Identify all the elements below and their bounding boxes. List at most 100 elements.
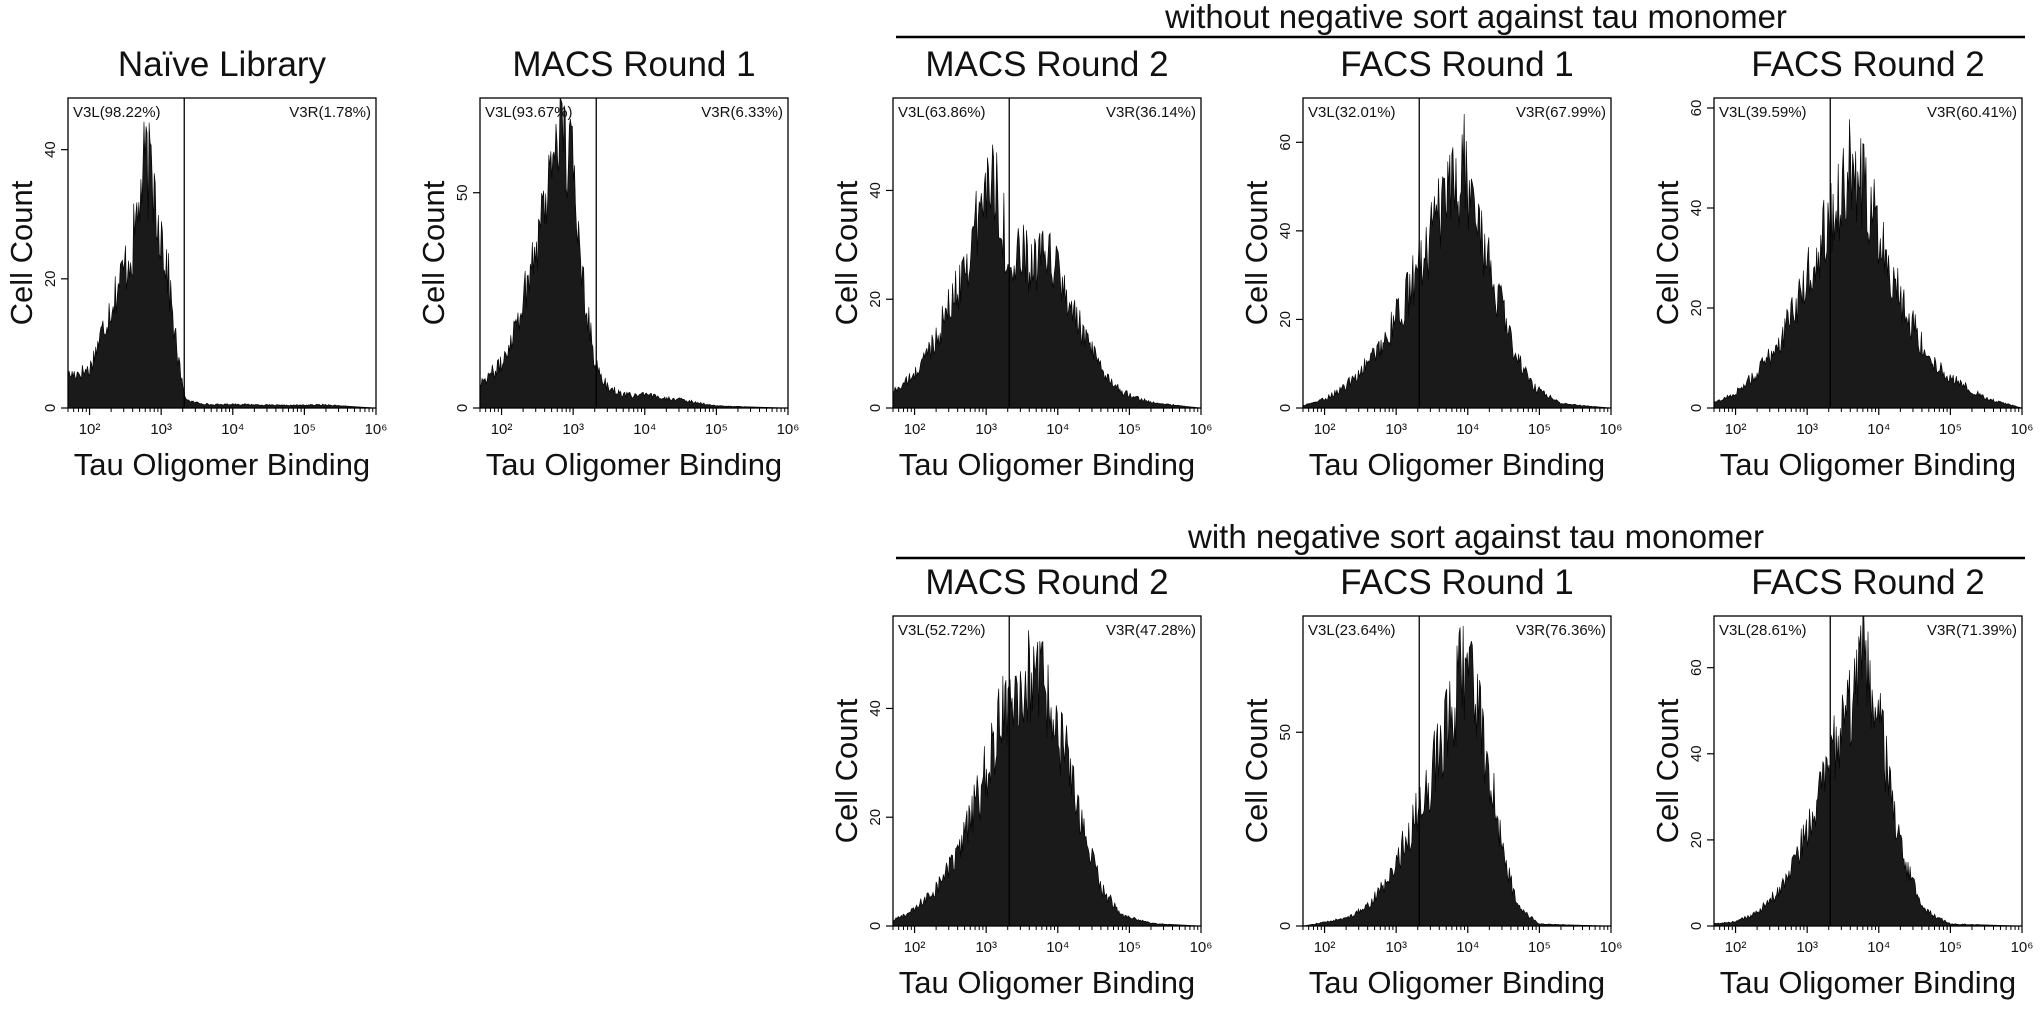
x-tick-label: 10³ (975, 939, 997, 956)
panel-title: Naïve Library (118, 45, 327, 84)
x-tick-label: 10² (1725, 939, 1747, 956)
gate-label-v3l: V3L(98.22%) (73, 104, 161, 121)
histogram-area (892, 630, 1202, 927)
gate-label-v3r: V3R(60.41%) (1927, 104, 2017, 121)
panel-4: FACS Round 1 V3L(32.01%) V3R(67.99%) 0 20 40 6… (1239, 45, 1622, 482)
x-tick-label: 10³ (1385, 939, 1407, 956)
x-tick-label: 10⁵ (1118, 421, 1141, 438)
panel-3: MACS Round 2 V3L(63.86%) V3R(36.14%) 0 20 40 1… (829, 45, 1212, 482)
x-tick-label: 10² (904, 939, 926, 956)
y-tick-label: 60 (1688, 659, 1705, 676)
gate-label-v3l: V3L(93.67%) (485, 104, 573, 121)
x-tick-label: 10⁵ (1118, 939, 1141, 956)
panel-8: FACS Round 2 V3L(28.61%) V3R(71.39%) 0 20 40 6… (1650, 563, 2033, 1000)
x-tick-label: 10⁵ (1939, 939, 1962, 956)
y-axis-label: Cell Count (1650, 180, 1685, 325)
x-tick-label: 10² (1725, 421, 1747, 438)
y-tick-label: 40 (42, 141, 59, 158)
panel-6: MACS Round 2 V3L(52.72%) V3R(47.28%) 0 20 40 1… (829, 563, 1212, 1000)
y-tick-label: 0 (1688, 922, 1705, 930)
x-axis-label: Tau Oligomer Binding (1309, 965, 1605, 1000)
x-tick-label: 10² (904, 421, 926, 438)
gate-label-v3r: V3R(6.33%) (701, 104, 783, 121)
y-tick-label: 0 (867, 922, 884, 930)
x-tick-label: 10⁶ (1600, 939, 1623, 956)
x-tick-label: 10³ (1796, 421, 1818, 438)
y-tick-label: 50 (1277, 724, 1294, 741)
y-axis-label: Cell Count (829, 698, 864, 843)
x-tick-label: 10⁴ (1046, 421, 1069, 438)
panel-1: Naïve Library V3L(98.22%) V3R(1.78%) 0 20 40 1… (4, 45, 387, 482)
x-tick-label: 10⁶ (2011, 421, 2034, 438)
y-tick-label: 20 (1688, 832, 1705, 849)
panel-title: MACS Round 2 (925, 45, 1168, 84)
gate-label-v3r: V3R(76.36%) (1516, 622, 1606, 639)
gate-label-v3l: V3L(63.86%) (898, 104, 986, 121)
panel-2: MACS Round 1 V3L(93.67%) V3R(6.33%) 0 50 10² 1… (416, 45, 799, 482)
gate-label-v3l: V3L(23.64%) (1308, 622, 1396, 639)
x-tick-label: 10³ (1796, 939, 1818, 956)
x-tick-label: 10⁴ (221, 421, 244, 438)
histogram-area (892, 144, 1202, 409)
x-tick-label: 10⁵ (293, 421, 316, 438)
y-axis-label: Cell Count (829, 180, 864, 325)
y-tick-label: 40 (1688, 200, 1705, 217)
panel-title: FACS Round 1 (1340, 45, 1573, 84)
x-tick-label: 10³ (150, 421, 172, 438)
x-tick-label: 10² (491, 421, 513, 438)
histogram-area (1713, 615, 2023, 927)
panel-title: MACS Round 1 (512, 45, 755, 84)
x-tick-label: 10⁵ (705, 421, 728, 438)
gate-label-v3l: V3L(32.01%) (1308, 104, 1396, 121)
gate-label-v3l: V3L(52.72%) (898, 622, 986, 639)
histogram-area (1713, 119, 2023, 409)
x-axis-label: Tau Oligomer Binding (1309, 447, 1605, 482)
y-tick-label: 60 (1277, 134, 1294, 151)
y-tick-label: 0 (42, 404, 59, 412)
x-tick-label: 10⁴ (1456, 421, 1479, 438)
panel-title: FACS Round 2 (1751, 563, 1984, 602)
panel-5: FACS Round 2 V3L(39.59%) V3R(60.41%) 0 20 40 6… (1650, 45, 2033, 482)
x-axis-label: Tau Oligomer Binding (899, 447, 1195, 482)
x-tick-label: 10⁶ (1190, 421, 1213, 438)
x-tick-label: 10⁴ (1867, 939, 1890, 956)
x-tick-label: 10² (79, 421, 101, 438)
gate-label-v3r: V3R(1.78%) (289, 104, 371, 121)
x-tick-label: 10⁶ (1600, 421, 1623, 438)
y-tick-label: 50 (454, 184, 471, 201)
y-tick-label: 20 (42, 270, 59, 287)
y-tick-label: 40 (867, 182, 884, 199)
x-tick-label: 10⁶ (777, 421, 800, 438)
panel-title: MACS Round 2 (925, 563, 1168, 602)
x-axis-label: Tau Oligomer Binding (1720, 965, 2016, 1000)
y-tick-label: 0 (1688, 404, 1705, 412)
x-tick-label: 10² (1314, 421, 1336, 438)
x-tick-label: 10⁶ (1190, 939, 1213, 956)
y-axis-label: Cell Count (416, 180, 451, 325)
y-tick-label: 0 (1277, 404, 1294, 412)
y-tick-label: 40 (1688, 745, 1705, 762)
y-axis-label: Cell Count (4, 180, 39, 325)
x-axis-label: Tau Oligomer Binding (1720, 447, 2016, 482)
panel-title: FACS Round 1 (1340, 563, 1573, 602)
y-tick-label: 20 (867, 809, 884, 826)
y-axis-label: Cell Count (1650, 698, 1685, 843)
y-axis-label: Cell Count (1239, 180, 1274, 325)
y-tick-label: 20 (1688, 300, 1705, 317)
panel-7: FACS Round 1 V3L(23.64%) V3R(76.36%) 0 50 10²… (1239, 563, 1622, 1000)
y-tick-label: 20 (867, 291, 884, 308)
group-title-with: with negative sort against tau monomer (1187, 518, 1764, 555)
x-tick-label: 10⁴ (1046, 939, 1069, 956)
x-tick-label: 10² (1314, 939, 1336, 956)
y-tick-label: 40 (1277, 223, 1294, 240)
y-tick-label: 40 (867, 700, 884, 717)
x-tick-label: 10⁵ (1528, 421, 1551, 438)
x-axis-label: Tau Oligomer Binding (486, 447, 782, 482)
histogram-area (1302, 625, 1612, 927)
group-headers: without negative sort against tau monome… (896, 0, 2025, 560)
x-tick-label: 10³ (1385, 421, 1407, 438)
x-axis-label: Tau Oligomer Binding (74, 447, 370, 482)
gate-label-v3r: V3R(47.28%) (1106, 622, 1196, 639)
y-axis-label: Cell Count (1239, 698, 1274, 843)
